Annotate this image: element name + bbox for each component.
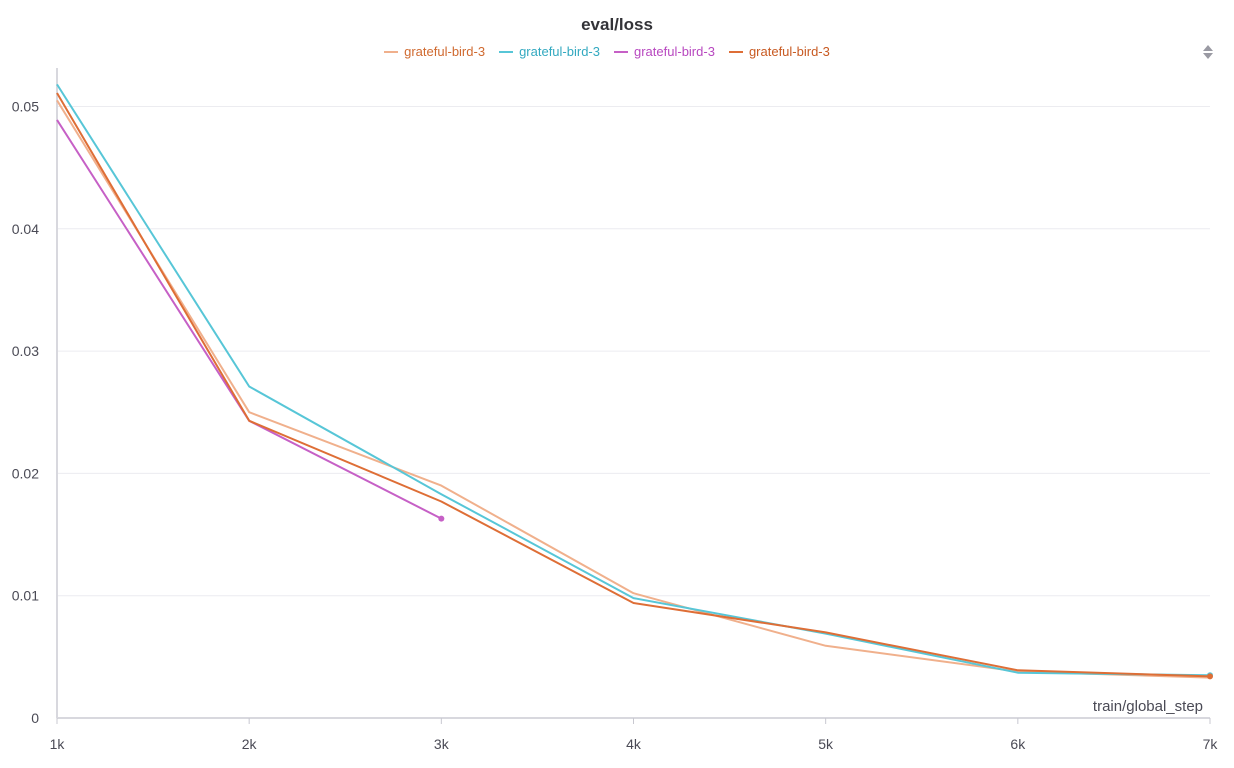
legend-item-4[interactable]: grateful-bird-3 [728, 44, 830, 59]
x-tick-label: 5k [818, 736, 834, 752]
legend-item-1[interactable]: grateful-bird-3 [384, 44, 485, 59]
legend-swatch-4 [728, 50, 743, 53]
chart-title: eval/loss [581, 15, 653, 34]
x-tick-label: 3k [434, 736, 450, 752]
legend: grateful-bird-3 grateful-bird-3 grateful… [0, 44, 1214, 59]
legend-swatch-2 [499, 50, 514, 53]
series-line-4[interactable] [56, 92, 1211, 678]
x-tick-label: 1k [50, 736, 66, 752]
x-tick-label: 4k [626, 736, 642, 752]
legend-item-3[interactable]: grateful-bird-3 [614, 44, 715, 59]
legend-label-3: grateful-bird-3 [634, 44, 715, 59]
y-tick-label: 0.02 [12, 465, 39, 481]
series-line-2[interactable] [56, 83, 1211, 677]
y-tick-label: 0.01 [12, 588, 39, 604]
legend-swatch-3 [614, 50, 628, 53]
gridlines [57, 105, 1210, 597]
x-tick-label: 2k [242, 736, 258, 752]
x-tick-label: 6k [1010, 736, 1026, 752]
y-tick-label: 0.04 [12, 221, 39, 237]
series-end-point-3[interactable] [438, 515, 445, 522]
axes: 0 0.01 0.02 0.03 0.04 0.05 1k 2k 3k 4k 5k 6k 7k [12, 68, 1219, 752]
legend-item-2[interactable]: grateful-bird-3 [499, 44, 600, 59]
y-tick-label: 0.05 [12, 98, 39, 114]
y-tick-label: 0.03 [12, 343, 39, 359]
series-lines [56, 83, 1213, 680]
legend-swatch-1 [384, 50, 399, 53]
x-tick-label: 7k [1203, 736, 1219, 752]
series-line-3[interactable] [56, 119, 442, 520]
x-axis-label: train/global_step [1093, 698, 1203, 715]
series-end-point-4[interactable] [1207, 673, 1213, 680]
sort-updown-icon[interactable] [1202, 44, 1214, 60]
y-tick-label: 0 [31, 710, 39, 726]
series-line-1[interactable] [56, 99, 1211, 679]
legend-label-2: grateful-bird-3 [519, 44, 600, 59]
legend-label-4: grateful-bird-3 [748, 44, 830, 59]
legend-label-1: grateful-bird-3 [404, 44, 486, 59]
